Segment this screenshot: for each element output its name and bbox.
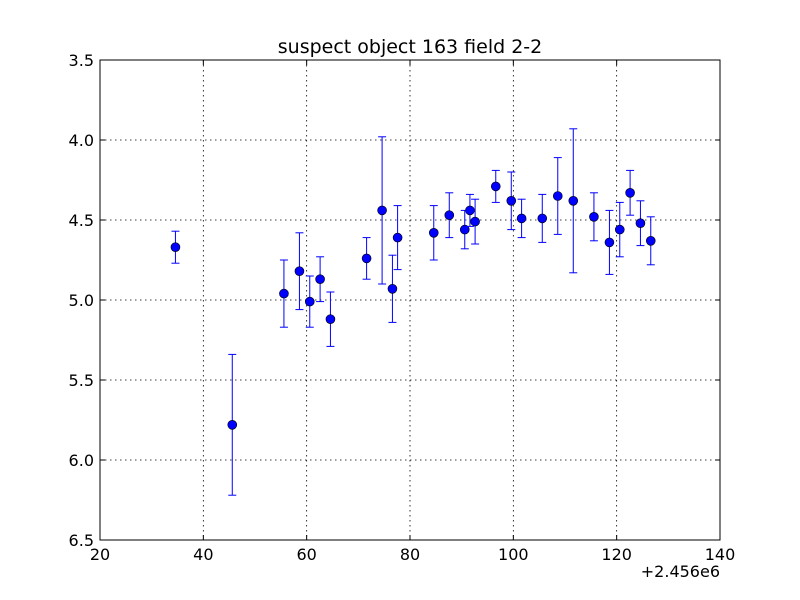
y-tick-label: 3.5 [69, 51, 94, 70]
x-tick-label: 20 [90, 545, 110, 564]
marker [465, 205, 475, 216]
marker [516, 213, 527, 224]
x-tick-label: 40 [193, 545, 213, 564]
x-tick-label: 80 [400, 545, 420, 564]
data-point [589, 192, 599, 242]
x-tick-label: 60 [296, 545, 316, 564]
data-point [377, 136, 387, 285]
marker [537, 213, 548, 224]
y-tick-label: 5.0 [69, 291, 94, 310]
data-point [315, 256, 325, 303]
data-point [604, 209, 615, 275]
data-series [170, 128, 656, 496]
marker [568, 196, 579, 206]
data-point [625, 169, 635, 216]
marker [428, 228, 439, 238]
x-tick-label: 120 [601, 545, 632, 564]
marker [392, 232, 403, 243]
x-tick-label: 140 [705, 545, 736, 564]
marker [625, 188, 635, 198]
marker [227, 419, 238, 430]
data-point [552, 157, 563, 235]
marker [325, 314, 336, 325]
y-tick-label: 6.5 [69, 531, 94, 550]
data-point [304, 275, 315, 328]
data-point [227, 353, 238, 496]
marker [361, 253, 372, 264]
y-tick-label: 5.5 [69, 371, 94, 390]
marker [635, 218, 646, 228]
marker [506, 196, 517, 206]
data-point [387, 254, 398, 323]
data-point [444, 192, 455, 239]
marker [170, 242, 181, 252]
x-offset-label: +2.456e6 [641, 562, 720, 581]
marker [294, 266, 305, 277]
marker [444, 210, 455, 220]
marker [377, 205, 387, 216]
marker [470, 216, 480, 227]
marker [279, 288, 289, 299]
marker [552, 191, 563, 201]
marker [315, 274, 325, 285]
marker [459, 224, 470, 235]
marker [387, 283, 398, 294]
data-point [568, 128, 579, 274]
data-point [428, 205, 439, 261]
marker [604, 237, 615, 248]
chart-title: suspect object 163 field 2-2 [278, 36, 543, 58]
x-tick-label: 100 [498, 545, 529, 564]
data-point [645, 216, 656, 266]
data-point [459, 209, 470, 250]
data-point [635, 200, 646, 247]
y-tick-label: 6.0 [69, 451, 94, 470]
marker [304, 296, 315, 307]
data-point [279, 259, 289, 328]
data-point [470, 198, 480, 245]
y-tick-label: 4.0 [69, 131, 94, 150]
data-point [516, 198, 527, 239]
plot-frame [99, 59, 721, 541]
data-point [506, 171, 517, 231]
data-point [490, 169, 501, 203]
data-point [392, 205, 403, 271]
marker [589, 212, 599, 222]
tick-labels: 20 40 60 80 100 120 140 3.5 4.0 4.5 5.0 5.5 6.0 6.5 [69, 51, 736, 564]
y-tick-label: 4.5 [69, 211, 94, 230]
data-point [294, 232, 305, 311]
data-point [325, 291, 336, 347]
marker [490, 181, 501, 192]
data-point [614, 201, 625, 258]
marker [614, 224, 625, 235]
data-point [465, 193, 475, 227]
data-point [361, 237, 372, 280]
marker [645, 236, 656, 246]
data-point [170, 230, 181, 264]
data-point [537, 193, 548, 243]
